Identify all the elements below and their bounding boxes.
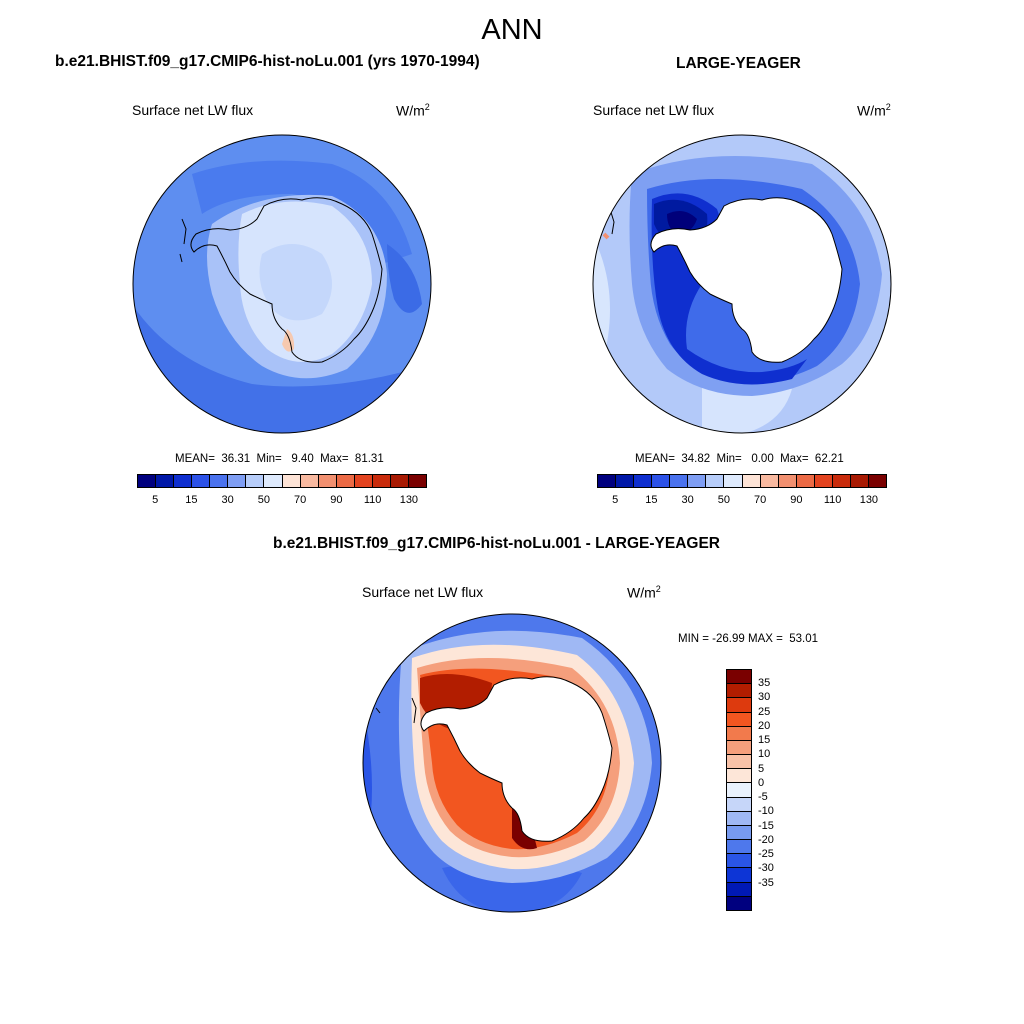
diff-colorbar-cell [727, 868, 751, 883]
model-variable-label: Surface net LW flux [132, 102, 254, 118]
obs-colorbar-cell [832, 475, 851, 487]
obs-colorbar-tick-label: 15 [645, 494, 658, 506]
obs-colorbar-tick-label: 90 [790, 494, 803, 506]
figure-title: ANN [481, 14, 543, 46]
obs-colorbar-cell [706, 475, 725, 487]
model-colorbar-cell [246, 475, 265, 487]
model-polar-map [132, 134, 432, 434]
diff-colorbar-cell [727, 755, 751, 770]
diff-colorbar-tick-label: 10 [758, 748, 771, 761]
model-units-label: W/m2 [396, 102, 430, 119]
diff-colorbar-tick-label: 30 [758, 691, 771, 704]
model-colorbar-tick-label: 30 [221, 494, 234, 506]
obs-colorbar-cell [634, 475, 653, 487]
obs-colorbar-cell [796, 475, 815, 487]
obs-colorbar-cell [850, 475, 869, 487]
obs-stats: MEAN= 34.82 Min= 0.00 Max= 62.21 [635, 453, 844, 465]
model-colorbar-cell [300, 475, 319, 487]
diff-variable-label: Surface net LW flux [362, 584, 484, 600]
obs-colorbar-tick-label: 5 [612, 494, 619, 506]
model-colorbar-cell [390, 475, 409, 487]
obs-colorbar-cell [778, 475, 797, 487]
obs-colorbar-cell [616, 475, 635, 487]
obs-colorbar-cell [598, 475, 617, 487]
diff-colorbar-cell [727, 882, 751, 897]
diff-colorbar-cell [727, 712, 751, 727]
diff-colorbar-cell [727, 854, 751, 869]
model-colorbar-cell [138, 475, 157, 487]
diff-colorbar-tick-label: 20 [758, 719, 771, 732]
model-colorbar-cell [156, 475, 175, 487]
diff-colorbar-tick-label: -5 [758, 791, 768, 804]
model-colorbar-tick-label: 50 [257, 494, 270, 506]
model-colorbar-cell [408, 475, 426, 487]
diff-colorbar-cell [727, 783, 751, 798]
diff-colorbar-cell [727, 684, 751, 699]
diff-colorbar-cell [727, 840, 751, 855]
model-colorbar-cell [264, 475, 283, 487]
diff-colorbar-cell [727, 726, 751, 741]
model-colorbar-cell [192, 475, 211, 487]
obs-colorbar-cell [670, 475, 689, 487]
diff-polar-map [362, 613, 662, 913]
model-colorbar-cell [228, 475, 247, 487]
diff-colorbar-tick-label: -30 [758, 862, 774, 875]
diff-colorbar-cell [727, 797, 751, 812]
diff-colorbar-tick-label: -35 [758, 876, 774, 889]
obs-units-label: W/m2 [857, 102, 891, 119]
diff-colorbar-cell [727, 825, 751, 841]
obs-colorbar [597, 474, 887, 488]
model-colorbar [137, 474, 427, 488]
model-colorbar-tick-label: 15 [185, 494, 198, 506]
diff-stats: MIN = -26.99 MAX = 53.01 [678, 633, 818, 645]
obs-colorbar-cell [724, 475, 743, 487]
obs-variable-label: Surface net LW flux [593, 102, 715, 118]
model-colorbar-tick-label: 90 [330, 494, 343, 506]
diff-colorbar-tick-label: 5 [758, 762, 765, 775]
model-colorbar-cell [210, 475, 229, 487]
model-colorbar-tick-label: 5 [152, 494, 159, 506]
model-colorbar-tick-label: 130 [399, 494, 419, 506]
obs-polar-map [592, 134, 892, 434]
model-colorbar-cell [318, 475, 337, 487]
model-stats: MEAN= 36.31 Min= 9.40 Max= 81.31 [175, 453, 384, 465]
obs-colorbar-cell [742, 475, 761, 487]
model-panel-title: b.e21.BHIST.f09_g17.CMIP6-hist-noLu.001 … [55, 53, 480, 70]
diff-colorbar-cell [727, 698, 751, 713]
obs-colorbar-tick-label: 50 [717, 494, 730, 506]
diff-colorbar-cell [727, 811, 751, 826]
diff-colorbar-cell [727, 896, 751, 910]
diff-units-label: W/m2 [627, 584, 661, 601]
diff-colorbar-tick-label: -10 [758, 805, 774, 818]
obs-colorbar-tick-label: 70 [754, 494, 767, 506]
obs-panel-title: LARGE-YEAGER [676, 55, 801, 72]
model-colorbar-cell [336, 475, 355, 487]
diff-colorbar-cell [727, 740, 751, 756]
model-colorbar-tick-label: 110 [363, 494, 382, 506]
obs-colorbar-cell [760, 475, 779, 487]
diff-colorbar-tick-label: -25 [758, 848, 774, 861]
obs-colorbar-tick-label: 110 [823, 494, 842, 506]
obs-colorbar-cell [688, 475, 707, 487]
diff-colorbar-tick-label: 0 [758, 776, 765, 789]
model-colorbar-tick-label: 70 [294, 494, 307, 506]
obs-colorbar-tick-label: 30 [681, 494, 694, 506]
obs-colorbar-cell [868, 475, 886, 487]
diff-colorbar [726, 669, 752, 911]
model-colorbar-cell [372, 475, 391, 487]
obs-colorbar-tick-label: 130 [859, 494, 879, 506]
diff-colorbar-tick-label: 15 [758, 734, 771, 747]
diff-colorbar-cell [727, 670, 751, 685]
diff-colorbar-tick-label: 25 [758, 705, 771, 718]
obs-colorbar-cell [814, 475, 833, 487]
diff-colorbar-tick-label: -20 [758, 833, 774, 846]
model-colorbar-cell [174, 475, 193, 487]
diff-colorbar-tick-label: -15 [758, 819, 774, 832]
diff-colorbar-tick-label: 35 [758, 677, 771, 690]
model-colorbar-cell [282, 475, 301, 487]
diff-panel-title: b.e21.BHIST.f09_g17.CMIP6-hist-noLu.001 … [273, 535, 721, 552]
diff-colorbar-cell [727, 769, 751, 784]
obs-colorbar-cell [652, 475, 671, 487]
model-colorbar-cell [354, 475, 373, 487]
